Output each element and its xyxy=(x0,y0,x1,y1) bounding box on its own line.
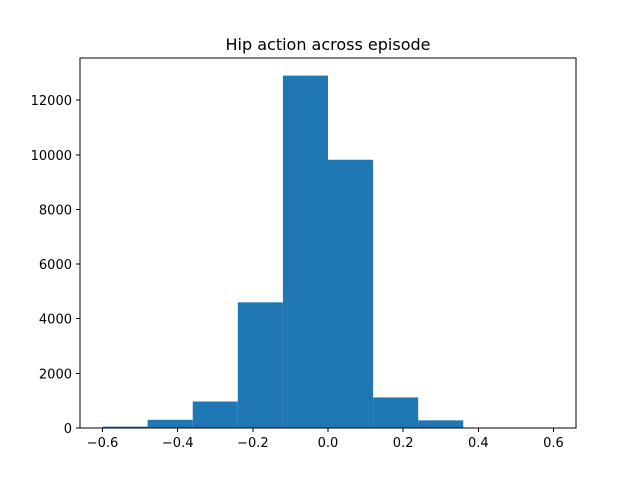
x-tick-label: −0.4 xyxy=(162,436,194,451)
y-tick-label: 8000 xyxy=(39,203,72,218)
histogram-bar xyxy=(147,419,193,428)
histogram-bar xyxy=(418,420,464,428)
y-tick-label: 10000 xyxy=(31,149,72,164)
y-tick-label: 2000 xyxy=(39,367,72,382)
y-tick-label: 6000 xyxy=(39,258,72,273)
y-tick-label: 0 xyxy=(64,422,72,437)
x-tick-label: −0.2 xyxy=(237,436,269,451)
bars-group xyxy=(102,75,554,428)
x-tick-label: 0.4 xyxy=(468,436,489,451)
chart-title: Hip action across episode xyxy=(226,35,431,54)
y-tick-label: 12000 xyxy=(31,94,72,109)
x-tick-label: 0.6 xyxy=(543,436,564,451)
x-tick-label: 0.0 xyxy=(318,436,339,451)
x-tick-label: 0.2 xyxy=(393,436,414,451)
histogram-bar xyxy=(192,401,238,428)
histogram-bar xyxy=(237,302,283,428)
histogram-bar xyxy=(102,426,148,428)
histogram-bar xyxy=(373,397,419,428)
x-tick-label: −0.6 xyxy=(87,436,119,451)
histogram-bar xyxy=(282,75,328,428)
x-axis: −0.6 −0.4 −0.2 0.0 0.2 0.4 0.6 xyxy=(87,428,564,451)
y-tick-label: 4000 xyxy=(39,313,72,328)
y-axis: 0 2000 4000 6000 8000 10000 12000 xyxy=(31,94,80,437)
histogram-bar xyxy=(328,159,374,428)
